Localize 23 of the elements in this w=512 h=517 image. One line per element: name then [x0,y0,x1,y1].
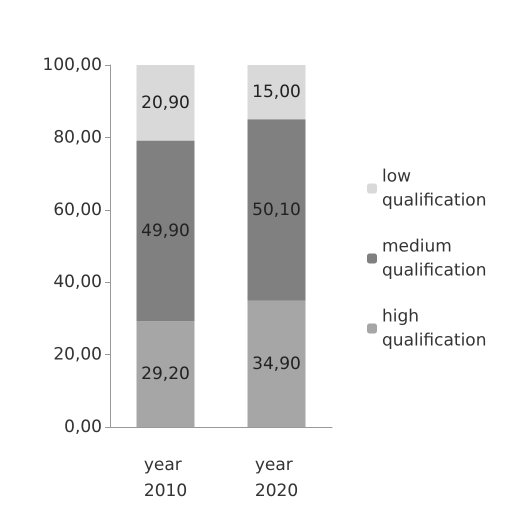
data-label: 20,90 [141,92,190,113]
bar [248,300,306,427]
x-tick-label: year 2020 [254,455,298,501]
y-tick-label: 80,00 [53,127,102,148]
bar [136,65,194,141]
x-tick-label: year 2010 [144,455,188,501]
bar [136,140,194,322]
legend-label: low qualification [382,166,486,210]
y-tick-label: 0,00 [64,417,102,437]
data-label: 29,20 [141,364,190,384]
bar [248,65,306,120]
bar [248,119,306,301]
bar [136,321,194,427]
y-tick-label: 60,00 [53,200,102,220]
legend-label: high qualification [382,306,486,350]
data-label: 34,90 [252,354,301,374]
y-tick-label: 20,00 [53,344,102,365]
y-tick-label: 40,00 [53,272,102,292]
data-label: 49,90 [141,220,190,241]
legend-label: medium qualification [382,236,486,280]
data-label: 15,00 [252,82,301,102]
data-label: 50,10 [252,200,301,220]
y-tick-label: 100,00 [42,55,102,75]
